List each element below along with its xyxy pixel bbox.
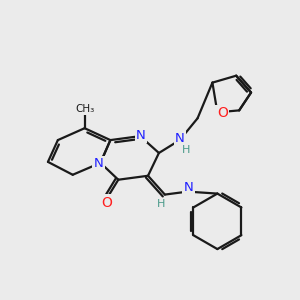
Text: CH₃: CH₃ xyxy=(75,104,94,114)
Text: N: N xyxy=(136,129,146,142)
Text: H: H xyxy=(182,145,190,155)
Text: H: H xyxy=(157,200,165,209)
Text: O: O xyxy=(217,106,228,120)
Text: N: N xyxy=(94,158,103,170)
Text: N: N xyxy=(184,181,194,194)
Text: O: O xyxy=(101,196,112,209)
Text: N: N xyxy=(175,132,184,145)
